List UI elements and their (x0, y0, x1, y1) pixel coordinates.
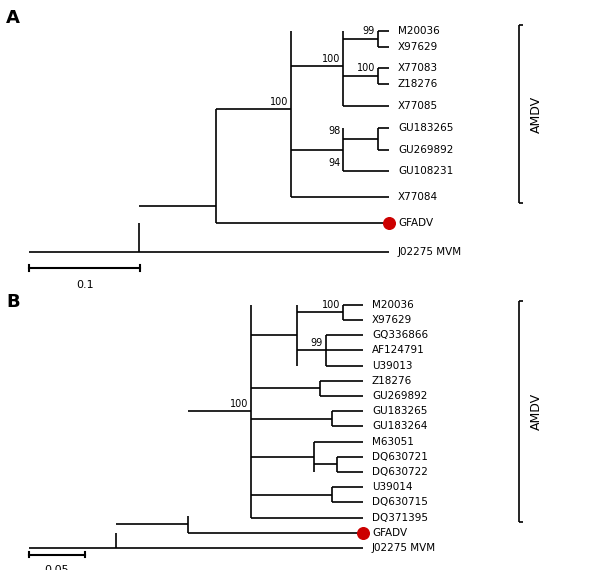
Text: DQ630721: DQ630721 (372, 452, 428, 462)
Text: DQ630722: DQ630722 (372, 467, 428, 477)
Text: DQ630715: DQ630715 (372, 498, 428, 507)
Text: 0.1: 0.1 (76, 280, 94, 290)
Text: GFADV: GFADV (372, 528, 407, 538)
Text: X77085: X77085 (398, 101, 438, 111)
Text: 99: 99 (311, 338, 323, 348)
Text: GU183264: GU183264 (372, 421, 427, 431)
Text: X77083: X77083 (398, 63, 438, 73)
Text: J02275 MVM: J02275 MVM (372, 543, 436, 553)
Text: U39013: U39013 (372, 361, 413, 370)
Text: M63051: M63051 (372, 437, 414, 447)
Text: 99: 99 (362, 26, 375, 36)
Text: U39014: U39014 (372, 482, 413, 492)
Text: AMDV: AMDV (530, 393, 544, 430)
Text: GU183265: GU183265 (372, 406, 427, 416)
Text: 100: 100 (270, 97, 289, 107)
Text: 94: 94 (328, 158, 340, 168)
Text: X77084: X77084 (398, 192, 438, 202)
Text: M20036: M20036 (372, 300, 414, 310)
Text: AMDV: AMDV (530, 95, 544, 133)
Text: AF124791: AF124791 (372, 345, 425, 355)
Text: 100: 100 (230, 399, 248, 409)
Text: M20036: M20036 (398, 26, 440, 36)
Point (385, 219, 394, 228)
Text: B: B (6, 293, 20, 311)
Text: 100: 100 (322, 300, 340, 310)
Text: 100: 100 (322, 54, 340, 64)
Text: 100: 100 (356, 63, 375, 73)
Point (359, 528, 368, 538)
Text: Z18276: Z18276 (372, 376, 412, 386)
Text: X97629: X97629 (398, 42, 438, 52)
Text: GU183265: GU183265 (398, 124, 453, 133)
Text: GQ336866: GQ336866 (372, 330, 428, 340)
Text: 0.05: 0.05 (44, 565, 69, 570)
Text: DQ371395: DQ371395 (372, 512, 428, 523)
Text: GU269892: GU269892 (398, 145, 453, 154)
Text: 98: 98 (328, 127, 340, 136)
Text: GU108231: GU108231 (398, 165, 453, 176)
Text: X97629: X97629 (372, 315, 412, 325)
Text: A: A (6, 9, 20, 27)
Text: Z18276: Z18276 (398, 79, 438, 89)
Text: GFADV: GFADV (398, 218, 433, 228)
Text: GU269892: GU269892 (372, 391, 427, 401)
Text: J02275 MVM: J02275 MVM (398, 247, 462, 257)
